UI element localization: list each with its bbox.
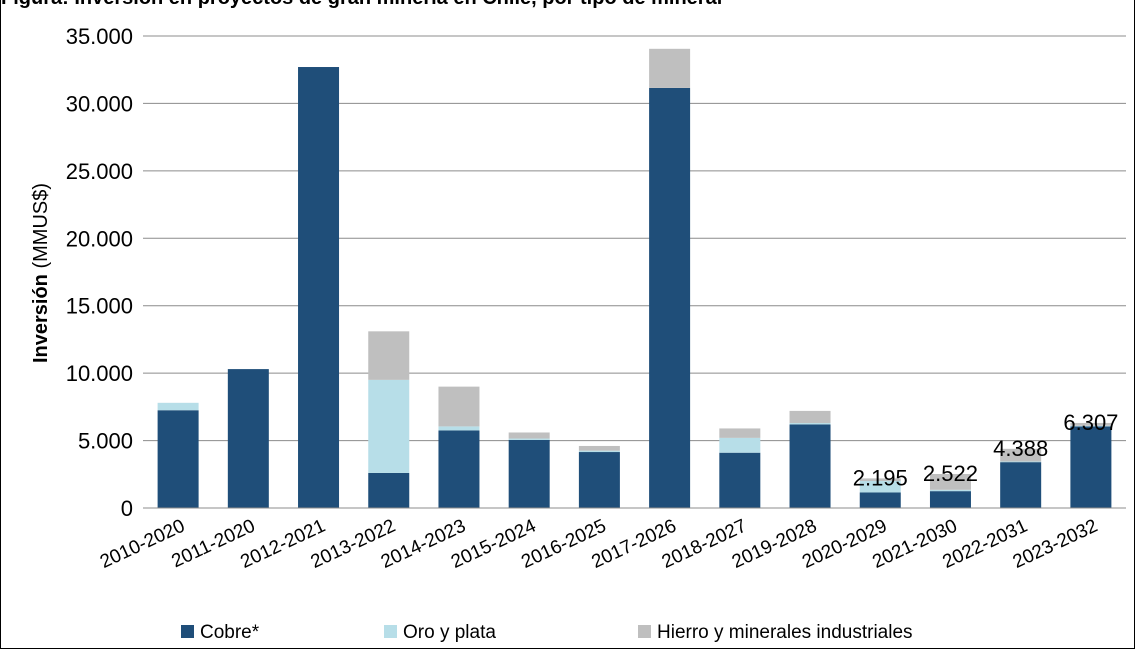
y-axis-label: Inversión (MMUS$) (30, 183, 52, 363)
bar-segment (578, 450, 620, 453)
bar-segment (929, 491, 971, 508)
bar-segment (859, 492, 901, 508)
y-tick-label: 25.000 (66, 159, 133, 184)
bar-segment (157, 402, 199, 411)
bar-segment (508, 438, 550, 440)
y-tick-label: 0 (121, 496, 133, 521)
bar-segment (1070, 426, 1112, 508)
y-tick-label: 35.000 (66, 24, 133, 49)
bar-segment (227, 369, 269, 508)
bar-segment (719, 437, 761, 453)
data-label: 2.522 (923, 461, 978, 486)
bar-segment (298, 67, 340, 508)
bar-segment (438, 430, 480, 508)
bar-segment (789, 424, 831, 508)
bar-segment (859, 481, 901, 493)
bar-segment (649, 48, 691, 88)
bars (157, 48, 1112, 509)
legend: Cobre* Oro y plata Hierro y minerales indu… (181, 622, 913, 643)
data-label: 6.307 (1063, 410, 1118, 435)
bar-segment (929, 489, 971, 492)
bar-segment (649, 87, 691, 509)
data-label: 4.388 (993, 436, 1048, 461)
bar-segment (1070, 425, 1112, 427)
bar-segment (1000, 461, 1042, 463)
bar-segment (1070, 422, 1112, 426)
data-label: 2.195 (853, 465, 908, 490)
bar-segment (578, 445, 620, 451)
chart-caption: Figura: Inversión en proyectos de gran m… (1, 0, 1134, 10)
bar-segment (1000, 462, 1042, 508)
bar-segment (719, 428, 761, 438)
bar-segment (508, 439, 550, 508)
bar-segment (789, 423, 831, 425)
x-tick-labels: 2010-20202011-20202012-20212013-20222014… (97, 515, 1101, 573)
legend-swatch (384, 625, 397, 638)
bar-segment (368, 472, 410, 508)
legend-label: Cobre* (200, 622, 260, 643)
bar-segment (508, 432, 550, 439)
bar-segment (859, 478, 901, 482)
y-tick-label: 15.000 (66, 294, 133, 319)
bar-segment (578, 452, 620, 508)
bar-segment (719, 452, 761, 508)
gridlines (143, 35, 1126, 442)
y-tick-label: 10.000 (66, 361, 133, 386)
bar-segment (1000, 448, 1042, 462)
legend-label: Hierro y minerales industriales (657, 622, 913, 643)
y-tick-label: 20.000 (66, 226, 133, 251)
bar-segment (438, 426, 480, 431)
bar-segment (368, 379, 410, 473)
bar-segment (157, 410, 199, 508)
bar-segment (789, 410, 831, 424)
y-tick-label: 30.000 (66, 91, 133, 116)
bar-segment (368, 331, 410, 380)
y-tick-label: 5.000 (78, 429, 133, 454)
legend-swatch (181, 625, 194, 638)
y-tick-labels: 0 5.000 10.000 15.000 20.000 25.000 30.000 35.0… (66, 24, 133, 521)
legend-label: Oro y plata (403, 622, 496, 643)
legend-swatch (638, 625, 651, 638)
bar-segment (438, 386, 480, 427)
bar-segment (929, 473, 971, 490)
data-labels: 2.195 2.522 4.388 6.307 (853, 410, 1119, 490)
